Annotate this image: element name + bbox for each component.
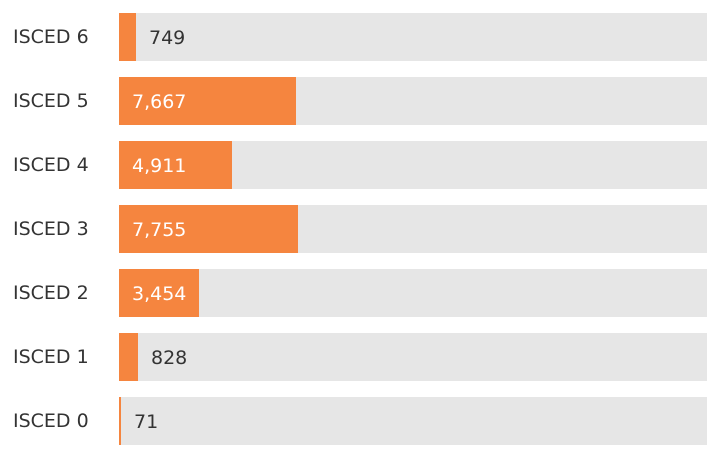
bar (119, 205, 298, 253)
category-label: ISCED 0 (13, 410, 89, 432)
category-label: ISCED 6 (13, 26, 89, 48)
bar-track: 749 (119, 13, 707, 61)
value-label: 7,667 (132, 91, 187, 113)
value-label: 749 (149, 27, 186, 49)
value-label: 71 (134, 411, 159, 433)
bar-track: 4,911 (119, 141, 707, 189)
bar-row: ISCED 2 3,454 (0, 269, 720, 317)
category-label: ISCED 5 (13, 90, 89, 112)
bar-row: ISCED 3 7,755 (0, 205, 720, 253)
category-label: ISCED 2 (13, 282, 89, 304)
bar-track: 7,667 (119, 77, 707, 125)
bar (119, 333, 138, 381)
bar (119, 269, 199, 317)
bar-row: ISCED 5 7,667 (0, 77, 720, 125)
bar-track: 7,755 (119, 205, 707, 253)
value-label: 4,911 (132, 155, 187, 177)
category-label: ISCED 4 (13, 154, 89, 176)
bar (119, 141, 232, 189)
bar-row: ISCED 0 71 (0, 397, 720, 445)
bar-track: 3,454 (119, 269, 707, 317)
category-label: ISCED 3 (13, 218, 89, 240)
bar (119, 77, 296, 125)
value-label: 828 (151, 347, 188, 369)
category-label: ISCED 1 (13, 346, 89, 368)
bar-row: ISCED 6 749 (0, 13, 720, 61)
bar-row: ISCED 1 828 (0, 333, 720, 381)
bar (119, 397, 121, 445)
value-label: 3,454 (132, 283, 187, 305)
value-label: 7,755 (132, 219, 187, 241)
bar-row: ISCED 4 4,911 (0, 141, 720, 189)
bar-track: 828 (119, 333, 707, 381)
bar-track: 71 (119, 397, 707, 445)
bar (119, 13, 136, 61)
